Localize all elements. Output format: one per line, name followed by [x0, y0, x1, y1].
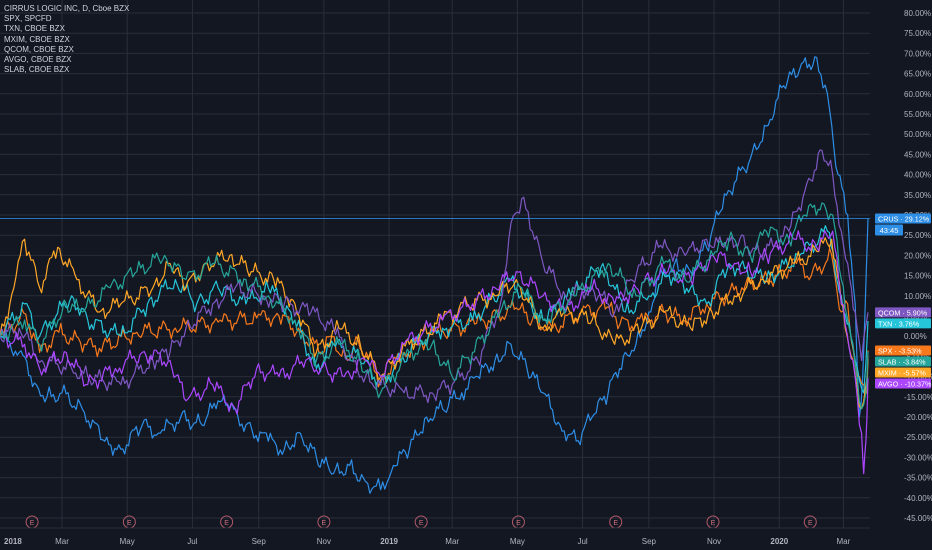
y-tick-label: 35.00%: [904, 191, 931, 200]
y-tick-label: 20.00%: [904, 251, 931, 260]
x-tick-label: Nov: [317, 537, 331, 546]
price-line-layer: 43:45: [0, 218, 903, 236]
legend-entry-txn[interactable]: TXN, CBOE BZX: [4, 24, 65, 34]
legend-entry-slab[interactable]: SLAB, CBOE BZX: [4, 65, 70, 75]
svg-text:SLAB · -3.84%: SLAB · -3.84%: [878, 357, 926, 366]
svg-text:MXIM · -5.57%: MXIM · -5.57%: [878, 368, 927, 377]
y-tick-label: 65.00%: [904, 70, 931, 79]
x-tick-label: 2020: [770, 537, 788, 546]
x-tick-label: Mar: [837, 537, 851, 546]
svg-text:E: E: [127, 520, 132, 527]
x-tick-label: Nov: [707, 537, 721, 546]
x-tick-label: May: [120, 537, 135, 546]
svg-text:43:45: 43:45: [880, 226, 899, 235]
legend-entry-spx[interactable]: SPX, SPCFD: [4, 14, 52, 24]
y-tick-label: 10.00%: [904, 292, 931, 301]
svg-text:E: E: [419, 520, 424, 527]
x-tick-label: Sep: [642, 537, 657, 546]
grid-layer: [0, 0, 870, 528]
x-tick-label: May: [510, 537, 525, 546]
svg-text:E: E: [613, 520, 618, 527]
y-tick-label: -25.00%: [904, 433, 932, 442]
svg-text:TXN · 3.76%: TXN · 3.76%: [878, 319, 920, 328]
y-tick-label: -35.00%: [904, 474, 932, 483]
x-tick-label: Jul: [187, 537, 197, 546]
svg-text:E: E: [711, 520, 716, 527]
svg-text:E: E: [322, 520, 327, 527]
y-tick-label: -40.00%: [904, 494, 932, 503]
series-line-slab[interactable]: [0, 202, 869, 410]
legend-entry-qcom[interactable]: QCOM, CBOE BZX: [4, 44, 74, 54]
series-line-crus[interactable]: [0, 56, 869, 494]
last-value-label-spx: SPX · -3.53%: [875, 345, 931, 356]
last-value-labels: CRUS · 29.12% QCOM · 5.90% TXN · 3.76% SPX …: [875, 213, 932, 389]
x-axis[interactable]: 2018 Mar May Jul Sep Nov 2019 Mar May Jul Sep Nov 20…: [0, 527, 870, 546]
y-tick-label: 0.00%: [904, 332, 927, 341]
last-value-label-txn: TXN · 3.76%: [875, 318, 931, 329]
series-line-qcom[interactable]: [0, 149, 869, 404]
last-value-label-qcom: QCOM · 5.90%: [875, 307, 931, 318]
y-tick-label: -20.00%: [904, 413, 932, 422]
y-tick-label: 40.00%: [904, 171, 931, 180]
y-tick-label: 50.00%: [904, 130, 931, 139]
y-tick-label: 60.00%: [904, 90, 931, 99]
y-tick-label: 15.00%: [904, 272, 931, 281]
y-tick-label: -15.00%: [904, 393, 932, 402]
svg-text:E: E: [30, 520, 35, 527]
y-tick-label: 75.00%: [904, 29, 931, 38]
y-tick-label: 55.00%: [904, 110, 931, 119]
svg-text:QCOM · 5.90%: QCOM · 5.90%: [878, 308, 928, 317]
series-layer: [0, 56, 869, 494]
countdown-label: 43:45: [875, 224, 903, 236]
svg-text:E: E: [224, 520, 229, 527]
y-tick-label: -45.00%: [904, 514, 932, 523]
chart-legend: CIRRUS LOGIC INC, D, Cboe BZX SPX, SPCFD…: [4, 4, 129, 75]
y-tick-label: 80.00%: [904, 9, 931, 18]
svg-text:E: E: [516, 520, 521, 527]
series-line-avgo[interactable]: [0, 230, 869, 475]
series-line-mxim[interactable]: [0, 237, 869, 410]
y-tick-label: 70.00%: [904, 49, 931, 58]
last-value-label-mxim: MXIM · -5.57%: [875, 367, 931, 378]
x-tick-label: Sep: [252, 537, 267, 546]
x-tick-label: 2018: [4, 537, 22, 546]
legend-entry-mxim[interactable]: MXIM, CBOE BZX: [4, 34, 70, 44]
legend-entry-crus[interactable]: CIRRUS LOGIC INC, D, Cboe BZX: [4, 4, 130, 13]
y-tick-label: 45.00%: [904, 150, 931, 159]
y-tick-label: 25.00%: [904, 231, 931, 240]
svg-text:E: E: [808, 520, 813, 527]
svg-text:CRUS · 29.12%: CRUS · 29.12%: [878, 215, 930, 224]
x-tick-label: Mar: [445, 537, 459, 546]
svg-text:SPX · -3.53%: SPX · -3.53%: [878, 346, 922, 355]
last-value-label-slab: SLAB · -3.84%: [875, 356, 931, 367]
last-value-label-crus: CRUS · 29.12%: [875, 213, 931, 224]
last-value-label-avgo: AVGO · -10.37%: [875, 378, 932, 389]
x-tick-label: Mar: [55, 537, 69, 546]
y-axis[interactable]: 80.00% 75.00% 70.00% 65.00% 60.00% 55.00% 50.0…: [904, 9, 932, 523]
x-tick-label: 2019: [380, 537, 398, 546]
y-tick-label: -30.00%: [904, 453, 932, 462]
legend-entry-avgo[interactable]: AVGO, CBOE BZX: [4, 55, 72, 65]
svg-text:AVGO · -10.37%: AVGO · -10.37%: [878, 379, 932, 388]
x-tick-label: Jul: [577, 537, 587, 546]
